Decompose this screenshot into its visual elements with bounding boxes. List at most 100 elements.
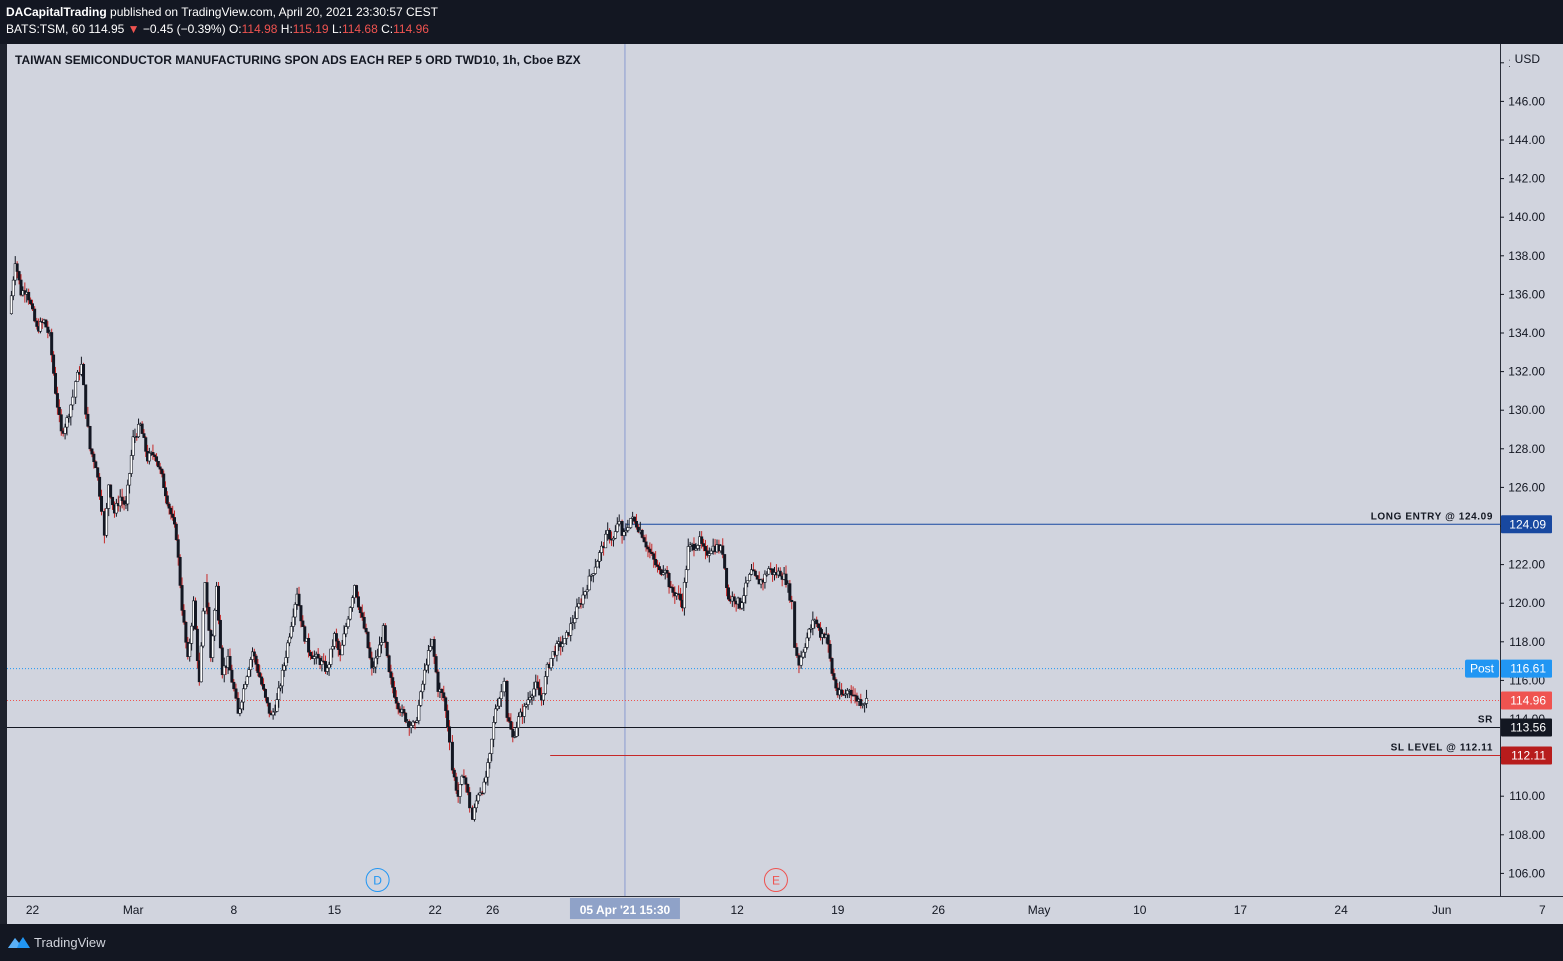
last-price-tag: 114.96 xyxy=(1510,693,1546,707)
candle-body xyxy=(622,531,626,536)
candle-body xyxy=(379,642,383,646)
candle-body xyxy=(855,695,859,702)
candle-body xyxy=(462,775,466,779)
candle-body xyxy=(732,596,736,602)
candle-body xyxy=(515,727,519,737)
candle-body xyxy=(468,792,472,809)
candle-body xyxy=(297,593,301,606)
candle-body xyxy=(591,573,595,576)
candle-body xyxy=(216,585,220,621)
candle-body xyxy=(573,618,577,623)
candle-body xyxy=(178,556,182,586)
candle-body xyxy=(784,573,788,585)
currency-bg xyxy=(1510,51,1550,67)
candle-body xyxy=(415,720,419,723)
candle-body xyxy=(707,553,711,556)
candle-body xyxy=(840,689,844,695)
candle-body xyxy=(725,567,729,589)
candle-body xyxy=(29,299,33,304)
published-text: published on TradingView.com, April 20, … xyxy=(106,5,439,19)
candle-body xyxy=(67,416,71,419)
event-marker-circle xyxy=(763,868,788,892)
candle-body xyxy=(634,520,638,528)
candle-body xyxy=(656,564,660,567)
event-marker-label: D xyxy=(373,874,382,888)
candle-body xyxy=(703,546,707,552)
candle-body xyxy=(426,650,430,666)
candle-body xyxy=(164,487,168,497)
candle-body xyxy=(387,655,391,673)
candle-body xyxy=(555,643,559,656)
candle-body xyxy=(385,641,389,657)
candle-body xyxy=(849,689,853,696)
candle-body xyxy=(376,656,380,659)
candle-body xyxy=(440,689,444,694)
candle-body xyxy=(307,637,311,653)
candle-body xyxy=(391,677,395,688)
candle-body xyxy=(176,539,180,558)
candle-body xyxy=(434,656,438,673)
time-axis[interactable] xyxy=(7,896,1563,924)
candle-body xyxy=(137,423,141,438)
candle-body xyxy=(13,263,17,281)
candle-body xyxy=(749,569,753,575)
candle-body xyxy=(236,697,240,714)
chart-svg: TAIWAN SEMICONDUCTOR MANUFACTURING SPON … xyxy=(7,44,1552,919)
candle-body xyxy=(158,466,162,470)
candle-body xyxy=(679,593,683,601)
candle-body xyxy=(803,647,807,653)
candle-body xyxy=(193,600,197,630)
candle-body xyxy=(374,657,378,668)
candle-body xyxy=(861,704,865,706)
candle-body xyxy=(334,633,338,642)
candle-body xyxy=(46,326,50,333)
symbol-label[interactable]: BATS:TSM, 60 xyxy=(6,22,86,36)
candle-body xyxy=(595,561,599,568)
candle-body xyxy=(303,626,307,642)
candle-body xyxy=(162,473,166,488)
candle-body xyxy=(129,455,133,474)
chart-plot-area[interactable] xyxy=(7,44,1500,896)
candle-body xyxy=(694,548,698,551)
candle-body xyxy=(105,508,109,536)
candle-body xyxy=(142,433,146,438)
candle-body xyxy=(600,545,604,553)
candle-body xyxy=(671,587,675,593)
candle-body xyxy=(160,468,164,475)
candle-body xyxy=(771,568,775,575)
candle-body xyxy=(726,587,730,600)
candle-body xyxy=(404,712,408,722)
candle-body xyxy=(355,585,359,597)
candle-body xyxy=(492,722,496,740)
candle-body xyxy=(33,308,37,322)
candle-body xyxy=(740,602,744,609)
candle-body xyxy=(421,683,425,693)
candle-body xyxy=(156,461,160,468)
candle-body xyxy=(243,684,247,690)
candle-body xyxy=(805,637,809,648)
candle-body xyxy=(832,673,836,680)
candle-body xyxy=(35,320,39,327)
candle-body xyxy=(615,523,619,532)
candle-body xyxy=(482,781,486,794)
y-tick-label: 130.00 xyxy=(1508,403,1545,417)
candle-body xyxy=(865,698,869,704)
brand-name[interactable]: TradingView xyxy=(34,935,106,950)
candle-body xyxy=(173,517,177,525)
author-name[interactable]: DACapitalTrading xyxy=(6,5,107,19)
candle-body xyxy=(684,569,688,583)
candle-body xyxy=(793,601,797,648)
candle-body xyxy=(263,688,267,698)
x-tick-label: 22 xyxy=(428,903,442,917)
level-price-tag-bg xyxy=(1501,746,1552,765)
tradingview-logo-icon[interactable] xyxy=(7,934,31,950)
candle-body xyxy=(742,595,746,604)
candle-body xyxy=(778,570,782,577)
post-tag-label: Post xyxy=(1470,662,1495,676)
candle-body xyxy=(688,544,692,547)
candle-body xyxy=(55,393,59,408)
level-label: SL LEVEL @ 112.11 xyxy=(1391,742,1493,753)
x-tick-label: 24 xyxy=(1334,903,1348,917)
candle-body xyxy=(96,467,100,478)
post-price-tag-bg xyxy=(1501,659,1552,678)
